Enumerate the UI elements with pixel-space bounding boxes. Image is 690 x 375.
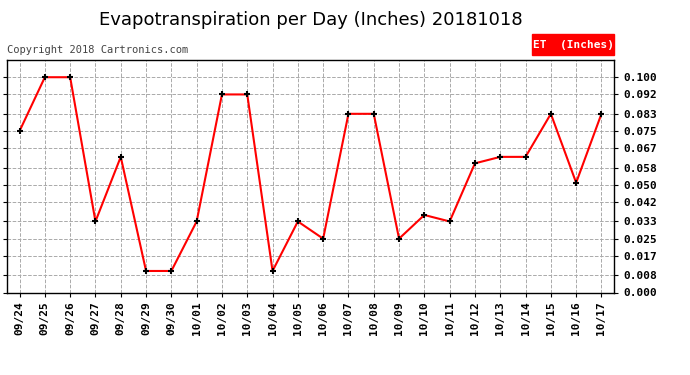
Text: Copyright 2018 Cartronics.com: Copyright 2018 Cartronics.com: [7, 45, 188, 56]
Text: Evapotranspiration per Day (Inches) 20181018: Evapotranspiration per Day (Inches) 2018…: [99, 11, 522, 29]
Bar: [532, 34, 614, 56]
Text: ET  (Inches): ET (Inches): [533, 40, 613, 50]
